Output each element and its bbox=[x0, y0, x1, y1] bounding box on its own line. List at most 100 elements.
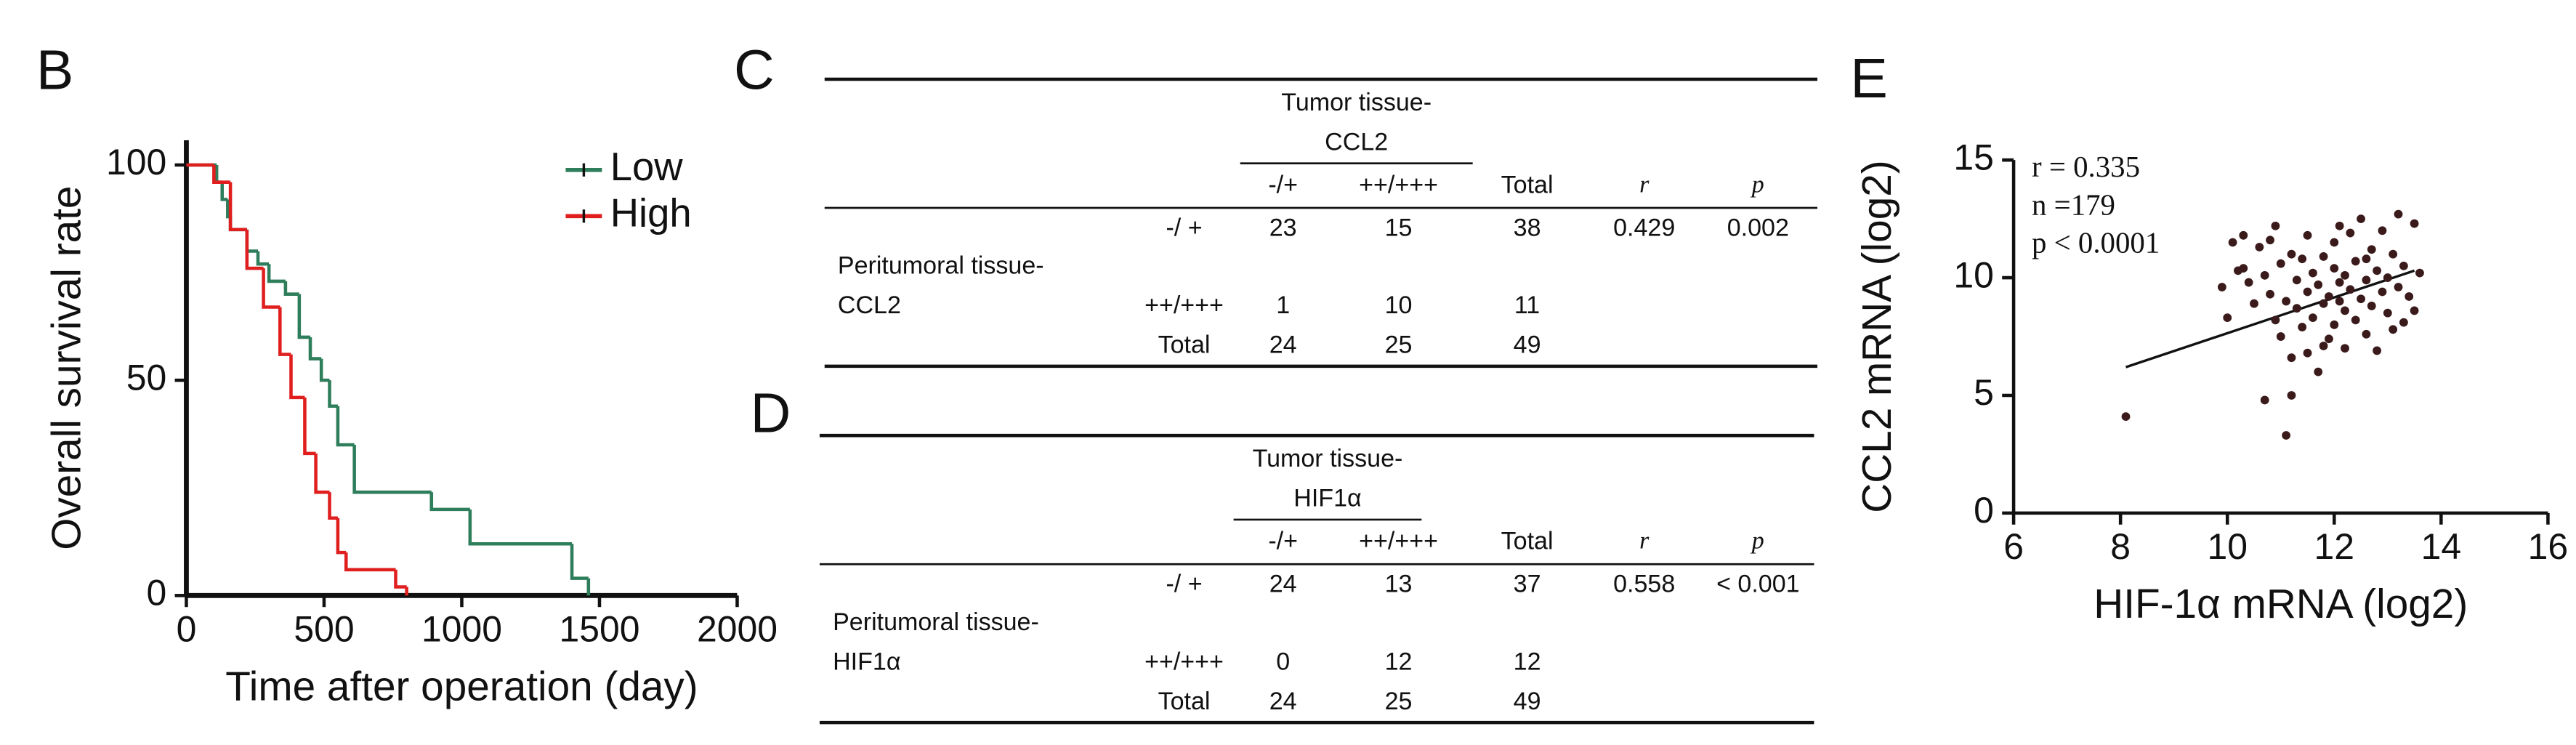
scatter-point bbox=[2266, 235, 2274, 245]
column-header: Total bbox=[1501, 171, 1554, 198]
scatter-point bbox=[2308, 268, 2317, 278]
scatter-point bbox=[2362, 329, 2371, 339]
scatter-point bbox=[2271, 221, 2280, 230]
y-tick-label: 15 bbox=[1953, 137, 1994, 177]
x-tick-label: 1500 bbox=[559, 608, 639, 649]
x-tick-label: 10 bbox=[2207, 526, 2248, 567]
scatter-point bbox=[2239, 264, 2248, 273]
y-tick-label: 10 bbox=[1953, 254, 1994, 295]
scatter-point bbox=[2351, 257, 2360, 266]
table-cell: 0.558 bbox=[1613, 571, 1675, 598]
scatter-point bbox=[2399, 261, 2408, 270]
survival-step bbox=[308, 337, 322, 361]
scatter-point bbox=[2335, 297, 2344, 306]
legend-label: High bbox=[610, 191, 692, 235]
row-group-header: Peritumoral tissue- bbox=[833, 608, 1039, 636]
scatter-point bbox=[2394, 283, 2403, 291]
scatter-point bbox=[2260, 270, 2269, 280]
row-header: -/ + bbox=[1166, 571, 1202, 598]
survival-step bbox=[344, 552, 396, 572]
y-tick-label: 5 bbox=[1974, 372, 1994, 413]
scatter-point bbox=[2314, 280, 2323, 289]
column-header: -/+ bbox=[1268, 528, 1298, 555]
scatter-point bbox=[2335, 278, 2344, 287]
scatter-point bbox=[2255, 243, 2264, 251]
row-group-header: Peritumoral tissue- bbox=[838, 252, 1044, 280]
y-tick-label: 0 bbox=[1974, 490, 1994, 531]
scatter-point bbox=[2282, 431, 2291, 440]
scatter-point bbox=[2325, 292, 2333, 301]
scatter-point bbox=[2415, 268, 2424, 278]
scatter-point bbox=[2239, 230, 2248, 240]
column-header: -/+ bbox=[1268, 171, 1298, 198]
scatter-point bbox=[2341, 344, 2349, 353]
scatter-point bbox=[2217, 283, 2226, 291]
table-cell: 10 bbox=[1385, 291, 1413, 319]
scatter-point bbox=[2346, 228, 2355, 238]
scatter-point bbox=[2298, 254, 2307, 264]
x-tick-label: 500 bbox=[294, 608, 354, 649]
survival-step bbox=[214, 164, 222, 184]
scatter-point bbox=[2276, 259, 2285, 268]
row-header: ++/+++ bbox=[1144, 291, 1224, 319]
x-tick-label: 14 bbox=[2421, 526, 2462, 567]
y-axis-label: CCL2 mRNA (log2) bbox=[1854, 160, 1900, 512]
survival-step bbox=[245, 229, 258, 253]
scatter-point bbox=[2287, 249, 2296, 259]
table-cell: 12 bbox=[1385, 648, 1413, 675]
survival-step bbox=[212, 164, 231, 184]
scatter-point bbox=[2330, 264, 2339, 273]
scatter-point bbox=[2351, 315, 2360, 325]
table-cell: 25 bbox=[1385, 688, 1413, 715]
scatter-point bbox=[2367, 245, 2376, 254]
scatter-point bbox=[2244, 278, 2253, 287]
x-tick-label: 2000 bbox=[697, 608, 778, 649]
scatter-point bbox=[2250, 299, 2258, 308]
table-cell: 15 bbox=[1385, 214, 1413, 241]
x-tick-label: 8 bbox=[2110, 526, 2131, 567]
survival-step bbox=[328, 492, 338, 520]
survival-step bbox=[228, 182, 247, 232]
survival-step bbox=[319, 358, 330, 382]
table-cell: 24 bbox=[1269, 571, 1297, 598]
survival-step bbox=[228, 217, 247, 232]
row-header: -/ + bbox=[1166, 214, 1202, 241]
scatter-point bbox=[2276, 332, 2285, 341]
scatter-point bbox=[2394, 209, 2403, 219]
scatter-point bbox=[2383, 273, 2392, 282]
table-cell: 37 bbox=[1514, 571, 1541, 598]
x-axis-label: Time after operation (day) bbox=[225, 664, 698, 710]
x-tick-label: 6 bbox=[2003, 526, 2024, 567]
table-cell: 0.429 bbox=[1613, 214, 1675, 241]
column-header: ++/+++ bbox=[1359, 528, 1438, 555]
column-group-header: Tumor tissue- bbox=[1253, 445, 1403, 472]
survival-step bbox=[303, 397, 316, 456]
row-header: Total bbox=[1158, 688, 1211, 715]
row-group-header: HIF1α bbox=[833, 648, 900, 675]
scatter-point bbox=[2308, 313, 2317, 323]
scatter-point bbox=[2292, 275, 2301, 285]
survival-step bbox=[297, 294, 311, 339]
scatter-point bbox=[2341, 270, 2349, 280]
scatter-point bbox=[2319, 342, 2328, 350]
column-header: r bbox=[1639, 528, 1650, 555]
scatter-point bbox=[2346, 285, 2355, 294]
survival-step bbox=[336, 518, 347, 555]
panel-label: D bbox=[751, 382, 791, 445]
annotation: r = 0.335 bbox=[2032, 150, 2140, 183]
annotation: p < 0.0001 bbox=[2032, 227, 2160, 259]
scatter-point bbox=[2378, 226, 2387, 235]
y-axis-label: Overall survival rate bbox=[44, 186, 89, 550]
survival-step bbox=[245, 229, 264, 270]
scatter-point bbox=[2319, 252, 2328, 261]
scatter-point bbox=[2341, 306, 2349, 315]
column-group-header: Tumor tissue- bbox=[1281, 89, 1432, 116]
annotation: n =179 bbox=[2032, 188, 2115, 221]
survival-step bbox=[256, 251, 270, 266]
scatter-point bbox=[2319, 299, 2328, 308]
scatter-point bbox=[2378, 287, 2387, 297]
scatter-point bbox=[2373, 266, 2382, 275]
scatter-point bbox=[2410, 219, 2419, 228]
